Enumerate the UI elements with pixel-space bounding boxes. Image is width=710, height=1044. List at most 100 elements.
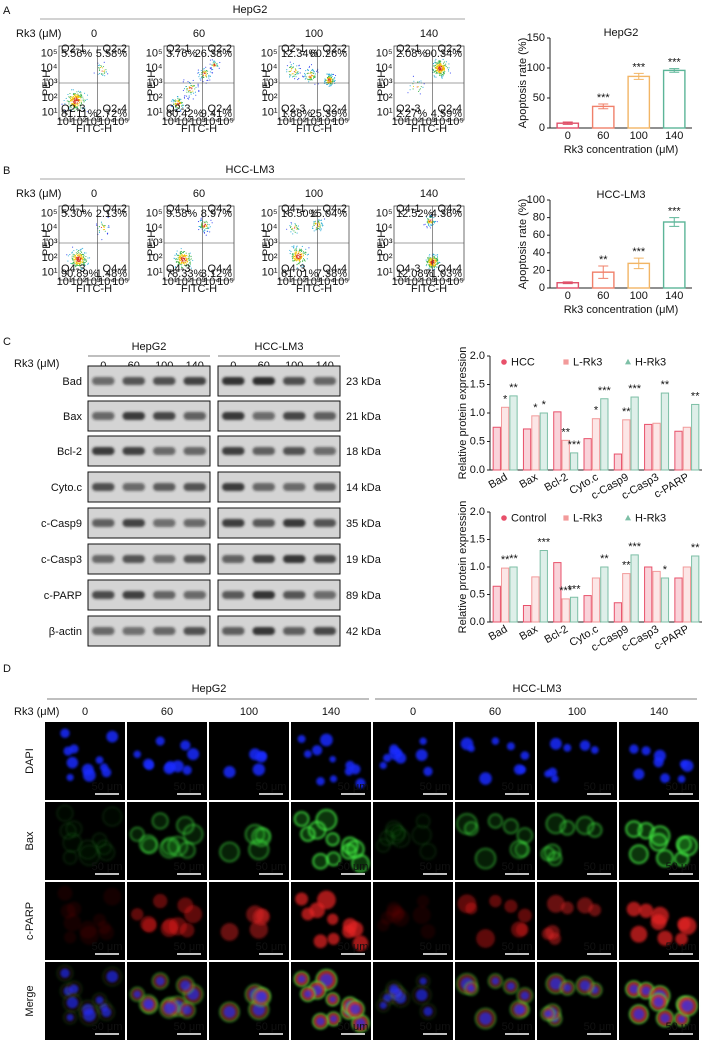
flow-event — [326, 77, 329, 80]
flow-event — [328, 77, 330, 79]
flow-event — [81, 254, 83, 256]
flow-event — [77, 259, 79, 261]
flow-event — [74, 93, 76, 95]
nucleus — [677, 1015, 686, 1023]
flow-event — [182, 89, 184, 91]
flow-event — [290, 74, 292, 76]
flow-event — [79, 249, 81, 251]
flow-event — [302, 252, 304, 254]
flow-event — [443, 67, 445, 69]
nucleus — [223, 1006, 236, 1018]
flow-event — [328, 74, 330, 76]
flow-event — [419, 88, 421, 90]
x-tick-label: 140 — [665, 130, 683, 142]
cell-line: HCC-LM3 — [513, 683, 562, 695]
dose: 60 — [193, 28, 205, 40]
flow-event — [317, 83, 319, 85]
flow-event — [294, 250, 296, 252]
flow-event — [107, 226, 109, 228]
cparp-signal — [93, 913, 106, 927]
flow-event — [79, 259, 81, 261]
flow-event — [207, 227, 210, 229]
flow-event — [184, 259, 186, 261]
flow-event — [189, 265, 191, 267]
x-tick-label: 10² — [71, 116, 87, 128]
flow-event — [181, 104, 183, 106]
scale-bar-label: 50 μm — [92, 941, 123, 953]
flow-event — [217, 65, 219, 67]
flow-event — [101, 224, 104, 226]
flow-event — [175, 108, 177, 110]
flow-event — [190, 91, 192, 93]
flow-event — [438, 61, 440, 63]
flow-event — [448, 70, 450, 72]
flow-event — [79, 257, 81, 259]
flow-event — [433, 71, 435, 73]
flow-event — [77, 264, 79, 267]
flow-event — [436, 263, 438, 265]
error-bar — [598, 265, 609, 279]
cparp-signal — [252, 908, 270, 926]
flow-event — [205, 70, 207, 72]
flow-event — [299, 260, 301, 263]
flow-event — [201, 222, 203, 224]
flow-event — [183, 79, 185, 81]
flow-event — [182, 260, 184, 262]
flow-event — [448, 67, 450, 69]
flow-event — [187, 97, 189, 99]
flow-event — [312, 226, 314, 228]
cparp-signal — [638, 903, 654, 918]
flow-event — [209, 75, 211, 77]
flow-event — [428, 264, 430, 266]
flow-event — [434, 67, 436, 69]
blot-band — [252, 591, 275, 599]
flow-event — [295, 255, 297, 258]
x-tick-label: 10³ — [420, 276, 436, 288]
flow-event — [188, 256, 190, 258]
flow-event — [177, 263, 179, 265]
y-axis-title: Relative protein expression — [457, 347, 469, 480]
scale-bar-label: 50 μm — [666, 861, 697, 873]
flow-event — [182, 106, 184, 108]
flow-event — [187, 263, 189, 265]
flow-event — [324, 80, 326, 82]
y-tick-label: 10¹ — [262, 267, 278, 279]
flow-event — [97, 73, 99, 75]
flow-event — [306, 258, 308, 260]
flow-event — [295, 247, 297, 250]
flow-event — [76, 254, 79, 257]
flow-event — [185, 254, 187, 256]
cell-line: HepG2 — [192, 683, 227, 695]
cparp-signal — [386, 901, 402, 917]
flow-event — [174, 101, 176, 103]
flow-event — [179, 98, 181, 100]
flow-event — [203, 76, 205, 79]
flow-event — [71, 105, 73, 107]
flow-event — [429, 257, 431, 259]
flow-event — [289, 249, 291, 251]
quadrant-name: Q4-1 — [61, 203, 85, 215]
flow-event — [310, 64, 313, 66]
bax-signal — [159, 838, 180, 859]
flow-event — [407, 92, 409, 94]
blot-band — [283, 447, 306, 455]
significance: * — [542, 399, 547, 411]
flow-event — [437, 254, 439, 256]
panel-label: C — [3, 336, 11, 348]
bax-signal — [503, 818, 519, 835]
cparp-signal — [489, 894, 502, 908]
flow-event — [436, 69, 439, 72]
flow-event — [66, 254, 68, 256]
flow-event — [175, 259, 177, 261]
flow-event — [101, 67, 104, 69]
flow-event — [107, 217, 109, 219]
flow-event — [72, 253, 74, 255]
flow-event — [206, 72, 208, 74]
flow-event — [78, 259, 80, 261]
flow-event — [190, 256, 192, 258]
bar — [539, 550, 548, 623]
flow-event — [203, 71, 205, 73]
bar — [539, 412, 548, 471]
y-tick-label: 10³ — [262, 237, 278, 249]
flow-event — [69, 97, 71, 99]
